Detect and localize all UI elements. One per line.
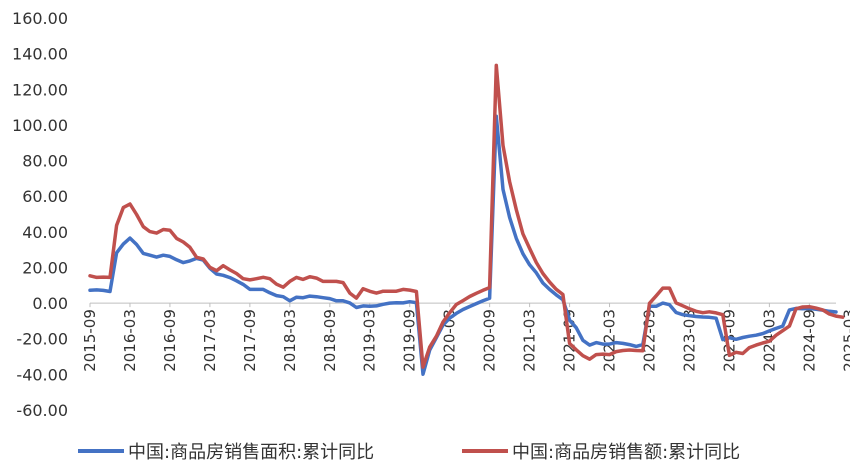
series-layer bbox=[88, 63, 845, 376]
y-tick-label: 120.00 bbox=[12, 80, 68, 99]
legend-item-sales: 中国:商品房销售额:累计同比 bbox=[462, 442, 740, 463]
y-tick-label: 160.00 bbox=[12, 9, 68, 28]
x-tick-label: 2015-09 bbox=[81, 309, 99, 372]
legend-item-area: 中国:商品房销售面积:累计同比 bbox=[78, 442, 374, 463]
y-tick-label: 80.00 bbox=[22, 152, 68, 171]
x-tick-label: 2018-09 bbox=[321, 309, 339, 372]
y-tick-label: -20.00 bbox=[16, 330, 68, 349]
legend-label-sales: 中国:商品房销售额:累计同比 bbox=[512, 442, 740, 463]
x-tick-label: 2024-09 bbox=[800, 309, 818, 372]
y-tick-label: -60.00 bbox=[16, 401, 68, 420]
x-axis: 2015-09 2016-03 2016-09 2017-03 2017-09 2018-… bbox=[81, 302, 850, 372]
x-tick-label: 2021-03 bbox=[521, 309, 539, 372]
y-axis-labels: 160.00 140.00 120.00 100.00 80.00 60.00 40.00 2… bbox=[12, 9, 68, 420]
x-tick-label: 2018-03 bbox=[281, 309, 299, 372]
x-tick-label: 2020-09 bbox=[481, 309, 499, 372]
x-tick-label: 2023-03 bbox=[680, 309, 698, 372]
y-tick-label: -40.00 bbox=[16, 365, 68, 384]
y-tick-label: 0.00 bbox=[32, 294, 68, 313]
y-tick-label: 140.00 bbox=[12, 45, 68, 64]
y-tick-label: 40.00 bbox=[22, 223, 68, 242]
x-tick-label: 2016-03 bbox=[121, 309, 139, 372]
x-tick-label: 2017-09 bbox=[241, 309, 259, 372]
x-tick-label: 2017-03 bbox=[201, 309, 219, 372]
y-tick-label: 60.00 bbox=[22, 187, 68, 206]
legend: 中国:商品房销售面积:累计同比 中国:商品房销售额:累计同比 bbox=[78, 442, 740, 463]
y-tick-label: 100.00 bbox=[12, 116, 68, 135]
x-tick-label: 2019-03 bbox=[361, 309, 379, 372]
y-tick-label: 20.00 bbox=[22, 258, 68, 277]
x-tick-label: 2025-03 bbox=[840, 309, 850, 372]
x-tick-label: 2019-09 bbox=[401, 309, 419, 372]
x-tick-label: 2022-03 bbox=[601, 309, 619, 372]
series-line-sales-area bbox=[88, 114, 838, 376]
legend-label-area: 中国:商品房销售面积:累计同比 bbox=[128, 442, 374, 463]
series-line-sales-amount bbox=[88, 63, 845, 369]
x-tick-label: 2016-09 bbox=[161, 309, 179, 372]
